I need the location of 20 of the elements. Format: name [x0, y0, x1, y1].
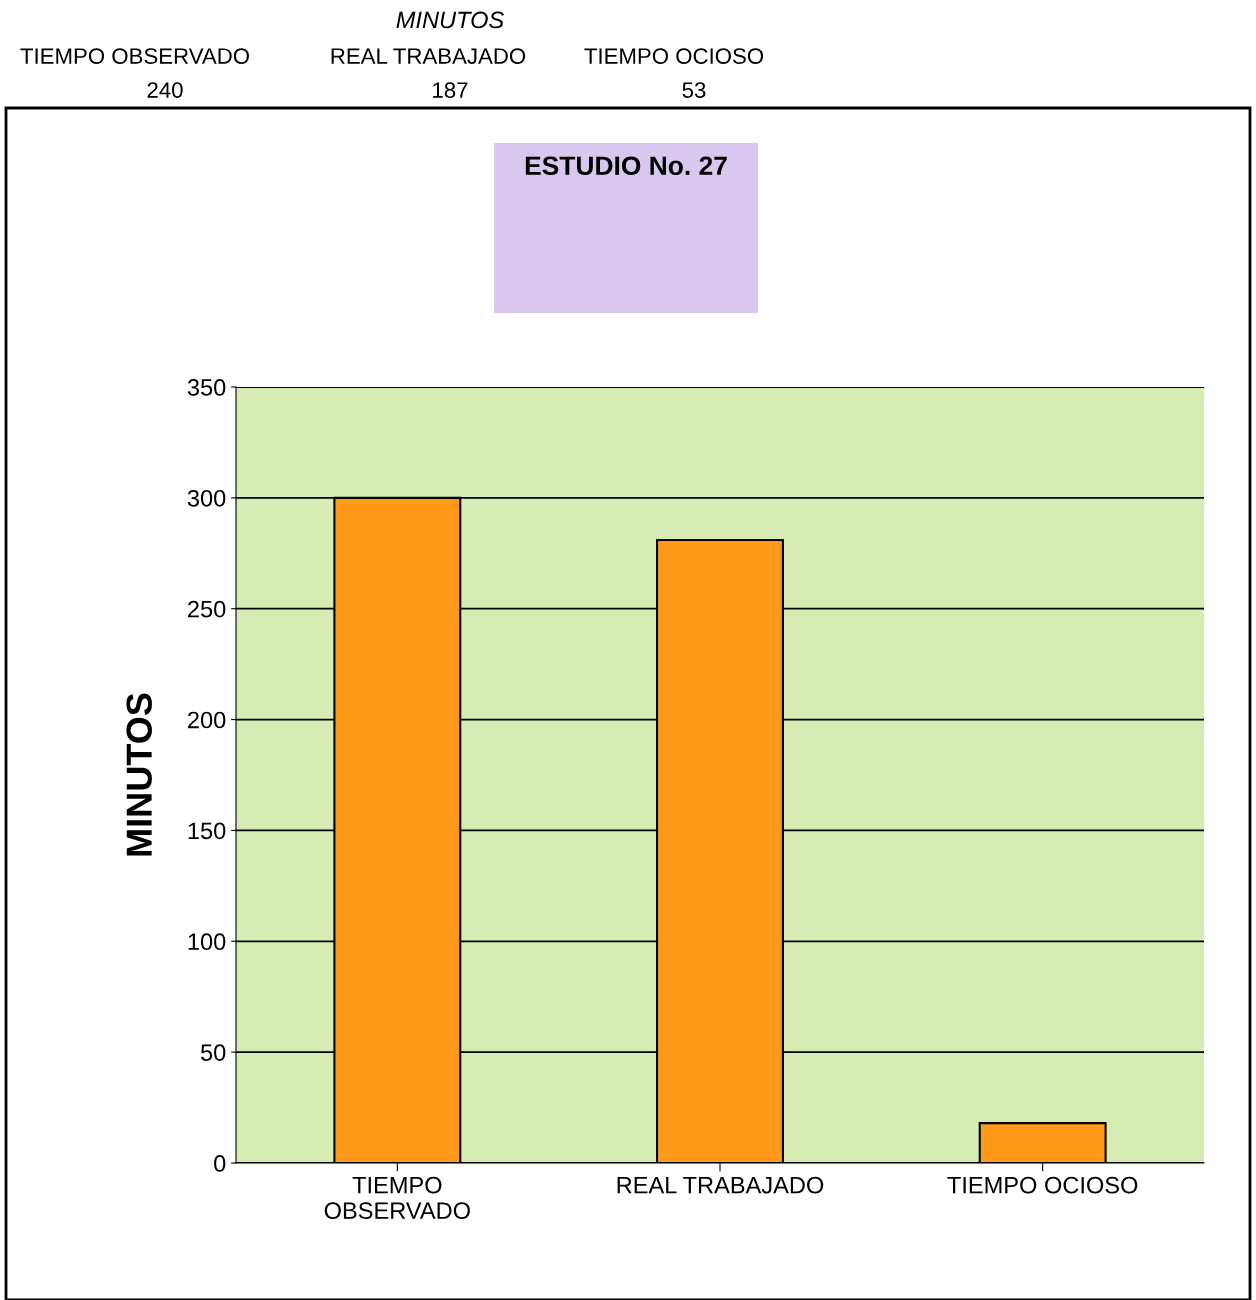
x-tick-label: TIEMPO OCIOSO [947, 1176, 1138, 1194]
text: REAL TRABAJADO [331, 48, 526, 64]
y-tick-label: 0 [214, 1155, 226, 1172]
text: 53 [682, 82, 706, 98]
y-tick-label: 300 [187, 489, 226, 507]
text: 240 [147, 82, 183, 98]
text: MINUTOS [396, 11, 504, 29]
text: TIEMPO OCIOSO [584, 48, 764, 64]
y-tick-label: 350 [187, 379, 226, 396]
y-tick-label: 150 [188, 822, 226, 840]
x-tick-label: TIEMPO OBSERVADO [324, 1176, 470, 1219]
y-tick-label: 250 [188, 600, 226, 618]
text: TIEMPO OBSERVADO [20, 48, 249, 64]
text: 187 [433, 82, 468, 98]
chart-title: ESTUDIO No. 27 [525, 156, 727, 176]
y-tick-label: 50 [200, 1044, 226, 1061]
x-tick-label: REAL TRABAJADO [617, 1176, 824, 1194]
y-axis-title: MINUTOS [126, 693, 152, 856]
y-tick-label: 200 [188, 711, 226, 729]
y-tick-label: 100 [188, 933, 226, 951]
